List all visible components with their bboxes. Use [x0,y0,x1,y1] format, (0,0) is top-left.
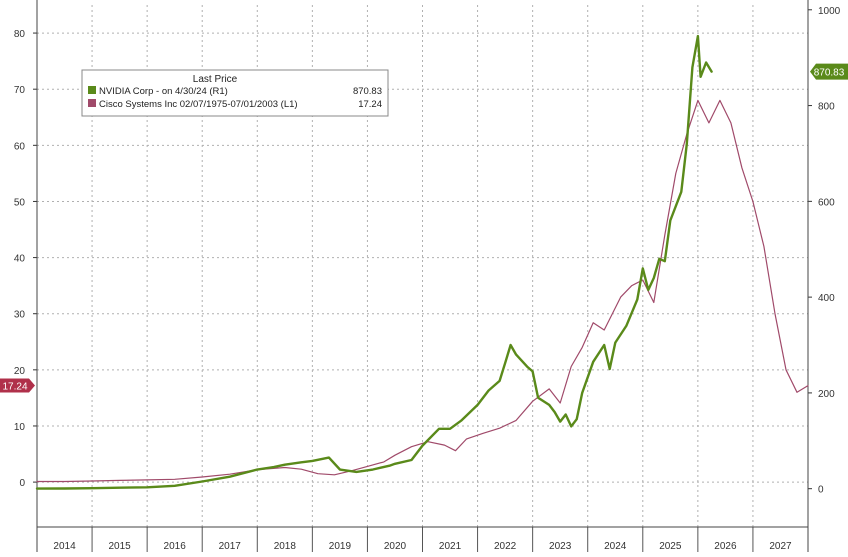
legend-title: Last Price [193,74,238,85]
y-left-tick-label: 60 [14,141,26,152]
y-right-tick-label: 0 [818,485,824,496]
x-tick-label: 2017 [219,541,242,552]
y-left-tick-label: 70 [14,85,26,96]
cisco-last-value-tag [0,378,35,393]
x-tick-label: 2027 [769,541,792,552]
y-right-tick-label: 1000 [818,6,841,17]
x-tick-label: 2026 [714,541,737,552]
legend-entry-value: 870.83 [353,86,382,97]
y-right-tick-label: 600 [818,197,835,208]
y-left-tick-label: 80 [14,29,26,40]
x-tick-label: 2014 [53,541,76,552]
y-left-tick-label: 50 [14,197,26,208]
nvidia-last-value-text: 870.83 [814,68,845,79]
y-left-tick-label: 30 [14,310,26,321]
x-tick-label: 2023 [549,541,572,552]
x-tick-label: 2025 [659,541,682,552]
y-left-tick-label: 20 [14,366,26,377]
x-tick-label: 2019 [329,541,352,552]
x-tick-label: 2022 [494,541,517,552]
cisco-last-value-text: 17.24 [2,382,27,393]
y-left-tick-label: 10 [14,422,26,433]
legend-entry-label: Cisco Systems Inc 02/07/1975-07/01/2003 … [99,99,298,110]
y-left-tick-label: 40 [14,254,26,265]
legend-entry-label: NVIDIA Corp - on 4/30/24 (R1) [99,86,228,97]
x-tick-label: 2024 [604,541,627,552]
x-tick-label: 2021 [439,541,462,552]
x-tick-label: 2016 [164,541,187,552]
legend-swatch [88,86,96,94]
legend-box [81,69,389,117]
legend-entry-value: 17.24 [358,99,382,110]
y-left-tick-label: 0 [19,478,25,489]
nvidia-price-line [35,34,713,490]
y-right-tick-label: 800 [818,102,835,113]
x-tick-label: 2020 [384,541,407,552]
y-right-tick-label: 200 [818,389,835,400]
y-right-tick-label: 400 [818,293,835,304]
x-tick-label: 2018 [274,541,297,552]
nvidia-last-value-tag [810,63,848,80]
legend-swatch [88,99,96,107]
x-tick-label: 2015 [108,541,131,552]
